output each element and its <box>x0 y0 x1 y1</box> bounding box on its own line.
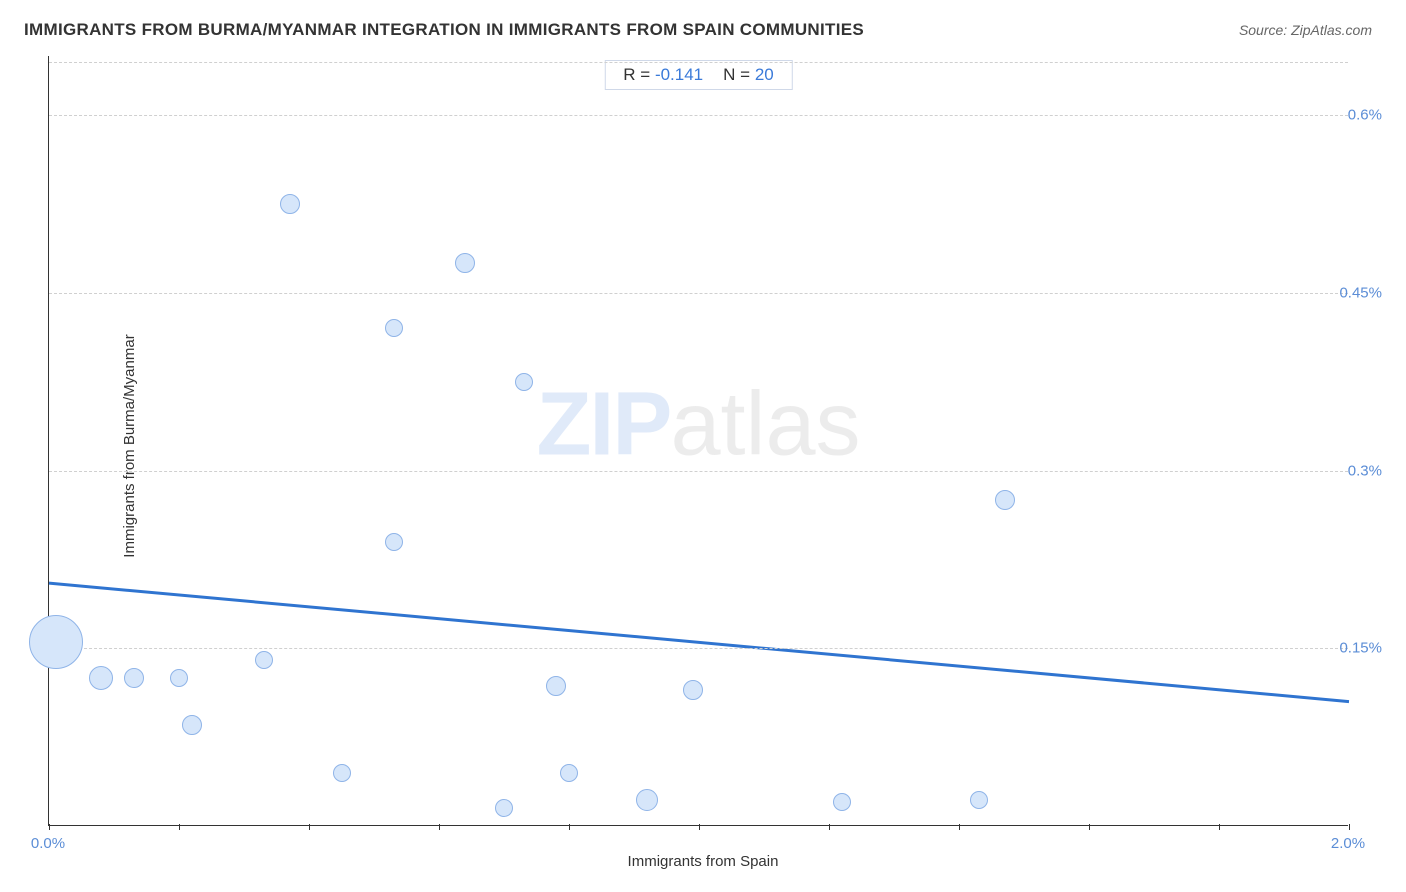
gridline <box>49 471 1348 472</box>
data-point <box>495 799 513 817</box>
data-point <box>995 490 1015 510</box>
data-point <box>560 764 578 782</box>
x-tick <box>1089 824 1090 830</box>
y-tick-label: 0.15% <box>1339 640 1382 657</box>
x-tick <box>699 824 700 830</box>
n-value: 20 <box>755 65 774 84</box>
data-point <box>333 764 351 782</box>
x-tick <box>1219 824 1220 830</box>
gridline <box>49 115 1348 116</box>
x-axis-label: Immigrants from Spain <box>628 853 779 870</box>
data-point <box>385 533 403 551</box>
y-tick-label: 0.6% <box>1348 107 1382 124</box>
x-tick <box>439 824 440 830</box>
trend-line-svg <box>49 56 1348 825</box>
data-point <box>124 668 144 688</box>
r-value: -0.141 <box>655 65 703 84</box>
r-stat: R = -0.141 <box>623 65 703 85</box>
data-point <box>280 194 300 214</box>
source-name: ZipAtlas.com <box>1291 22 1372 38</box>
n-label: N = <box>723 65 750 84</box>
source-label: Source: ZipAtlas.com <box>1239 22 1372 38</box>
data-point <box>546 676 566 696</box>
x-tick <box>1349 824 1350 830</box>
x-tick <box>569 824 570 830</box>
data-point <box>970 791 988 809</box>
scatter-plot: R = -0.141 N = 20 ZIPatlas <box>48 56 1348 826</box>
gridline <box>49 62 1348 63</box>
data-point <box>683 680 703 700</box>
x-tick <box>179 824 180 830</box>
data-point <box>833 793 851 811</box>
chart-title: IMMIGRANTS FROM BURMA/MYANMAR INTEGRATIO… <box>24 20 864 40</box>
n-stat: N = 20 <box>723 65 774 85</box>
watermark-atlas: atlas <box>670 375 860 475</box>
watermark: ZIPatlas <box>536 374 860 477</box>
data-point <box>636 789 658 811</box>
x-tick-label-max: 2.0% <box>1331 835 1365 852</box>
y-tick-label: 0.3% <box>1348 462 1382 479</box>
x-tick <box>959 824 960 830</box>
data-point <box>255 651 273 669</box>
source-prefix: Source: <box>1239 22 1291 38</box>
watermark-zip: ZIP <box>536 375 670 475</box>
x-tick <box>309 824 310 830</box>
data-point <box>182 715 202 735</box>
data-point <box>515 373 533 391</box>
x-tick <box>49 824 50 830</box>
x-tick <box>829 824 830 830</box>
data-point <box>385 319 403 337</box>
stats-box: R = -0.141 N = 20 <box>604 60 792 90</box>
gridline <box>49 648 1348 649</box>
data-point <box>89 666 113 690</box>
data-point <box>170 669 188 687</box>
x-tick-label-min: 0.0% <box>31 835 65 852</box>
data-point <box>455 253 475 273</box>
data-point <box>29 615 83 669</box>
y-tick-label: 0.45% <box>1339 284 1382 301</box>
gridline <box>49 293 1348 294</box>
r-label: R = <box>623 65 650 84</box>
